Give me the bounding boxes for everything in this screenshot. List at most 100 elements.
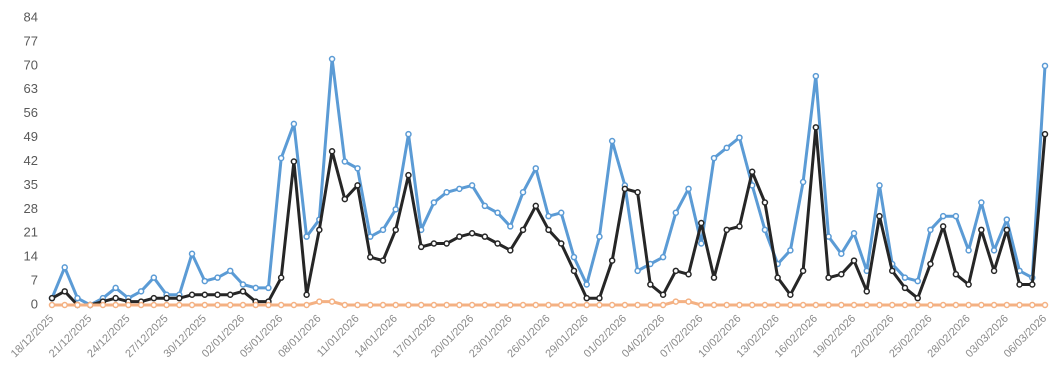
data-point [901, 301, 909, 309]
data-point [379, 226, 387, 234]
data-point [494, 301, 501, 309]
data-point [328, 55, 336, 63]
data-point [494, 240, 501, 247]
data-point [507, 301, 514, 309]
data-point [685, 298, 692, 305]
data-point [634, 267, 641, 275]
data-point [596, 301, 603, 309]
data-point [226, 301, 234, 309]
data-point [226, 291, 234, 298]
data-point [150, 294, 158, 302]
data-point [239, 288, 247, 295]
y-tick-label: 28 [24, 201, 38, 216]
data-point [634, 301, 641, 309]
data-point [74, 294, 81, 302]
data-point [939, 301, 947, 309]
data-point [685, 271, 692, 278]
data-point [61, 288, 68, 295]
data-point [736, 301, 743, 309]
data-point [557, 301, 565, 309]
data-point [290, 301, 298, 309]
data-point [825, 301, 832, 309]
data-point [825, 233, 832, 240]
data-point [239, 281, 247, 288]
data-point [341, 158, 349, 165]
data-point [1029, 301, 1036, 309]
data-point [201, 291, 209, 298]
data-point [252, 284, 259, 292]
data-point [214, 291, 221, 298]
data-point [901, 284, 909, 292]
data-point [456, 185, 463, 193]
data-point [761, 199, 769, 206]
data-point [74, 301, 81, 309]
data-point [379, 257, 387, 264]
data-point [888, 267, 896, 275]
data-point [659, 253, 667, 261]
data-point [61, 301, 68, 309]
data-point [799, 267, 807, 275]
data-point [303, 291, 310, 298]
data-point [876, 182, 883, 189]
data-point [86, 301, 94, 309]
y-tick-label: 84 [24, 9, 38, 24]
data-point [303, 301, 310, 309]
data-point [316, 226, 323, 234]
data-point [965, 247, 972, 254]
data-point [112, 301, 119, 309]
data-point [596, 294, 603, 302]
data-point [787, 301, 794, 309]
data-point [838, 271, 845, 278]
data-point [685, 185, 692, 193]
data-point [850, 301, 858, 309]
data-point [265, 301, 272, 309]
data-point [838, 250, 845, 257]
series-line [50, 57, 1047, 307]
data-point [354, 182, 361, 189]
y-tick-label: 7 [31, 273, 38, 288]
data-point [812, 72, 820, 80]
data-point [710, 274, 718, 281]
data-point [99, 301, 107, 309]
data-point [965, 281, 972, 288]
data-point [723, 144, 730, 152]
data-point [290, 158, 298, 165]
data-point [927, 260, 934, 268]
data-point [583, 294, 590, 302]
data-point [557, 209, 565, 216]
data-point [583, 281, 590, 288]
data-point [545, 212, 552, 220]
data-point [736, 223, 743, 230]
data-point [303, 233, 310, 240]
data-point [507, 247, 514, 254]
data-point [367, 253, 374, 261]
data-point [354, 165, 361, 172]
data-point [1029, 281, 1036, 288]
data-point [710, 301, 718, 309]
y-tick-label: 63 [24, 81, 38, 96]
data-point [1016, 301, 1023, 309]
data-point [328, 148, 336, 155]
data-point [761, 301, 769, 309]
data-point [201, 277, 209, 285]
data-point [583, 301, 590, 309]
data-point [748, 301, 756, 309]
data-point [939, 223, 947, 230]
data-point [481, 202, 489, 210]
y-tick-label: 35 [24, 177, 38, 192]
data-point [392, 301, 399, 309]
data-point [1003, 301, 1011, 309]
data-point [863, 301, 871, 309]
data-point [698, 301, 705, 309]
data-point [850, 230, 858, 237]
data-point [277, 154, 285, 162]
data-point [570, 253, 578, 261]
data-point [838, 301, 845, 309]
data-point [519, 301, 527, 309]
data-point [316, 298, 323, 305]
data-point [1041, 301, 1049, 309]
data-point [608, 137, 616, 145]
data-point [341, 195, 349, 203]
data-point [417, 243, 425, 251]
